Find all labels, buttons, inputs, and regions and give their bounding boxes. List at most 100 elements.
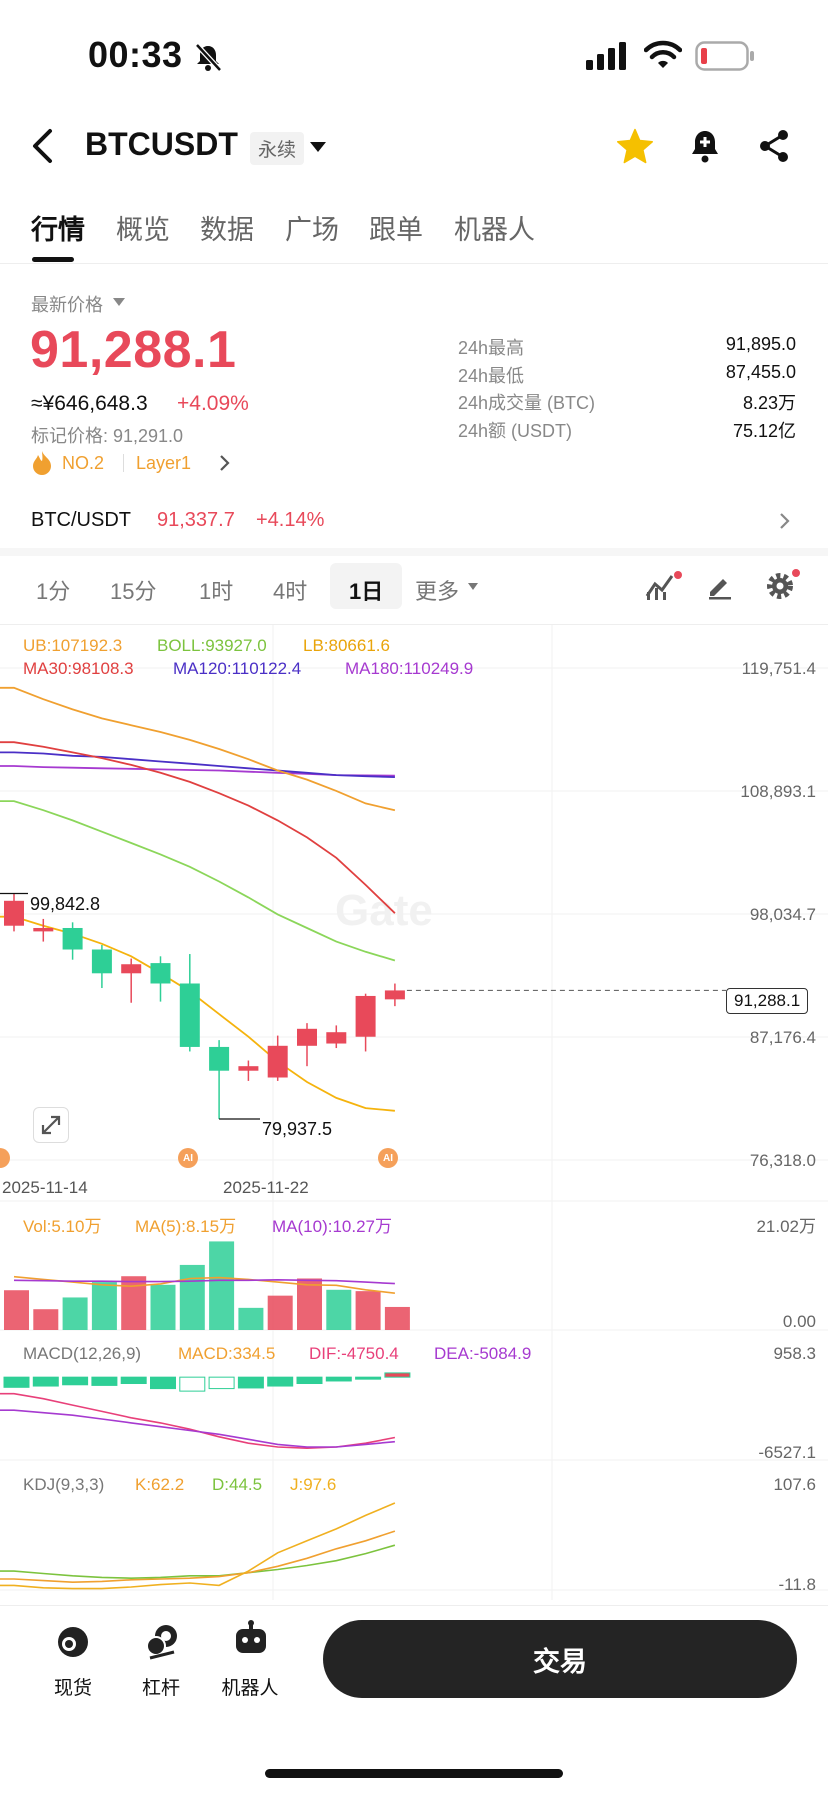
sector-chevron-icon[interactable] [218, 454, 230, 472]
stat-turnover-value: 75.12亿 [732, 421, 796, 441]
price-axis-label: 76,318.0 [749, 1151, 816, 1170]
price-alert-bell-icon[interactable] [688, 128, 722, 164]
date-label: 2025-11-22 [223, 1178, 309, 1197]
tab-market[interactable]: 行情 [31, 215, 85, 245]
legend-macd-name: MACD(12,26,9) [23, 1344, 142, 1363]
candle-body [121, 964, 142, 974]
ai-marker-icon[interactable] [0, 1148, 10, 1168]
legend-vol: Vol:5.10万 [23, 1217, 102, 1236]
macd-histogram-bar [150, 1376, 176, 1390]
tab-copy-trading[interactable]: 跟单 [369, 215, 423, 245]
candle-body [91, 949, 112, 974]
volume-bar [384, 1306, 410, 1330]
timeframe-4h[interactable]: 4时 [273, 579, 308, 604]
stat-volume-value: 8.23万 [742, 393, 796, 413]
back-icon[interactable] [30, 128, 56, 164]
price-axis-label: 98,034.7 [749, 905, 816, 924]
bottom-nav-spot[interactable]: 现货 [53, 1678, 92, 1699]
candle-body [267, 1045, 288, 1078]
kdj-j-line [0, 1502, 396, 1590]
candle-body [326, 1032, 347, 1044]
volume-bar [91, 1282, 117, 1330]
bottom-nav-leverage[interactable]: 杠杆 [141, 1678, 180, 1699]
candle-body [297, 1028, 317, 1046]
macd-dea-line [0, 1409, 395, 1448]
ai-marker-icon[interactable]: AI [378, 1148, 398, 1168]
timeframe-15m[interactable]: 15分 [110, 579, 157, 604]
latest-price-label[interactable]: 最新价格 [31, 295, 103, 315]
kdj-k-line [0, 1530, 396, 1584]
stat-low-label: 24h最低 [458, 366, 525, 386]
volume-bar [62, 1297, 88, 1330]
favorite-star-icon[interactable] [616, 128, 654, 164]
spot-pair-chevron-icon[interactable] [778, 512, 790, 530]
macd-histogram-bar [62, 1376, 89, 1386]
leverage-icon[interactable] [144, 1622, 182, 1660]
current-price-tag: 91,288.1 [726, 988, 809, 1014]
volume-bar [297, 1278, 322, 1330]
volume-bar [267, 1295, 293, 1330]
timeframe-1d[interactable]: 1日 [349, 579, 384, 604]
ai-marker-icon[interactable]: AI [178, 1148, 198, 1168]
tab-overview[interactable]: 概览 [116, 215, 170, 245]
kdj-axis-label: 107.6 [773, 1475, 816, 1494]
stat-high-label: 24h最高 [458, 338, 525, 358]
volume-bar [121, 1276, 147, 1330]
volume-axis-label: 21.02万 [756, 1217, 816, 1236]
tab-square[interactable]: 广场 [285, 215, 339, 245]
macd-histogram-bar [355, 1376, 382, 1380]
price-axis-label: 108,893.1 [740, 782, 816, 801]
min-price-annotation: 79,937.5 [262, 1119, 333, 1139]
trading-bot-icon[interactable] [232, 1620, 270, 1658]
legend-d: D:44.5 [212, 1475, 263, 1494]
legend-ma180: MA180:110249.9 [345, 659, 474, 678]
share-icon[interactable] [757, 128, 791, 164]
macd-histogram-bar [384, 1372, 411, 1378]
indicators-icon[interactable] [644, 570, 682, 602]
symbol-dropdown-icon[interactable] [309, 140, 327, 154]
line-ma30 [0, 741, 396, 914]
legend-ma30: MA30:98108.3 [23, 659, 134, 678]
spot-icon[interactable] [55, 1624, 91, 1660]
rank-badge: NO.2 [62, 453, 105, 473]
draw-tool-icon[interactable] [706, 572, 734, 600]
mark-price: 标记价格: 91,291.0 [31, 426, 184, 446]
hot-fire-icon [33, 451, 51, 475]
price-change-pct: +4.09% [177, 392, 249, 415]
bottom-nav-bots[interactable]: 机器人 [221, 1678, 279, 1699]
macd-histogram-bar [267, 1376, 294, 1387]
timeframe-1h[interactable]: 1时 [199, 579, 234, 604]
tab-bots[interactable]: 机器人 [454, 215, 535, 245]
timeframe-1m[interactable]: 1分 [36, 579, 71, 604]
volume-bar [238, 1307, 264, 1330]
trade-button[interactable]: 交易 [323, 1620, 797, 1698]
line-boll [0, 800, 396, 962]
legend-kdj-name: KDJ(9,3,3) [23, 1475, 105, 1494]
signal-icon [586, 42, 626, 70]
volume-bar [355, 1291, 381, 1330]
legend-vol-ma10: MA(10):10.27万 [272, 1217, 392, 1236]
kdj-d-line [0, 1544, 396, 1580]
timeframe-more-dropdown-icon[interactable] [467, 582, 479, 591]
date-label: 2025-11-14 [2, 1178, 88, 1197]
timeframe-more[interactable]: 更多 [415, 579, 460, 604]
macd-histogram-bar [208, 1376, 235, 1390]
candle-body [150, 963, 171, 984]
tab-data[interactable]: 数据 [200, 215, 254, 245]
chart-settings-gear-icon[interactable] [765, 568, 801, 602]
spot-pair-label: BTC/USDT [31, 509, 131, 531]
symbol-title[interactable]: BTCUSDT [85, 126, 238, 162]
fullscreen-expand-icon[interactable] [33, 1107, 69, 1143]
macd-histogram-bar [325, 1376, 352, 1382]
macd-histogram-bar [120, 1376, 147, 1385]
volume-ma10-line [13, 1278, 395, 1285]
volume-bar [179, 1264, 205, 1330]
candle-body [179, 983, 200, 1047]
latest-price-dropdown-icon[interactable] [112, 297, 126, 307]
sector-tag[interactable]: Layer1 [136, 453, 192, 473]
last-price: 91,288.1 [30, 321, 237, 379]
legend-j: J:97.6 [290, 1475, 337, 1494]
kline-chart[interactable]: Gate [0, 625, 828, 1605]
candle-body [384, 990, 405, 1000]
candle-body [238, 1066, 259, 1071]
